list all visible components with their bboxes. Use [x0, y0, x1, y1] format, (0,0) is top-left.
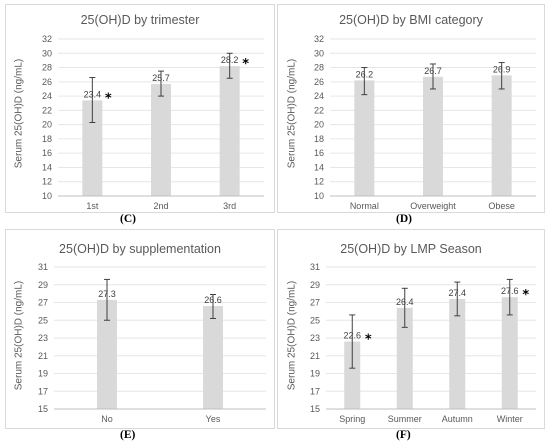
data-label: 26.6 [204, 295, 222, 305]
bar [491, 75, 512, 196]
y-tick-label: 30 [42, 48, 52, 58]
bar [501, 297, 518, 409]
panel-label: (C) [120, 213, 136, 225]
x-category-label: Overweight [410, 201, 456, 211]
chart-title: 25(OH)D by BMI category [339, 13, 483, 27]
significance-star: * [105, 91, 112, 106]
y-tick-label: 10 [42, 191, 52, 201]
y-tick-label: 12 [314, 177, 324, 187]
bar [354, 80, 375, 196]
panel-label: (E) [120, 429, 136, 441]
bar-chart-bmi: 10 12 14 16 18 20 22 24 26 28 30 32 26.2 Normal 26.7 Ov… [314, 34, 536, 211]
x-category-label: Yes [206, 414, 221, 424]
chart-panel-trimester: 25(OH)D by trimester Serum 25(OH)D (ng/m… [5, 4, 275, 213]
data-label: 22.6 [343, 331, 361, 341]
y-tick-label: 14 [42, 162, 52, 172]
y-tick-label: 21 [38, 351, 48, 361]
data-label: 26.7 [424, 66, 442, 76]
y-tick-label: 26 [42, 77, 52, 87]
y-tick-label: 25 [310, 315, 320, 325]
y-tick-label: 25 [38, 315, 48, 325]
y-tick-label: 24 [42, 91, 52, 101]
y-tick-label: 28 [42, 63, 52, 73]
chart-title: 25(OH)D by LMP Season [340, 242, 482, 256]
chart-panel-bmi: 25(OH)D by BMI category Serum 25(OH)D (n… [277, 4, 545, 213]
bar [219, 66, 240, 196]
bar-chart-lmp-season: 15 17 19 21 23 25 27 29 31 22.6 * Spring 26.4 Summer 2… [310, 262, 536, 424]
y-tick-label: 29 [310, 280, 320, 290]
chart-title: 25(OH)D by supplementation [59, 242, 221, 256]
chart-title: 25(OH)D by trimester [80, 13, 200, 27]
y-tick-label: 24 [314, 91, 324, 101]
bar [151, 83, 171, 196]
y-tick-label: 32 [314, 34, 324, 44]
y-tick-label: 23 [38, 333, 48, 343]
x-category-label: No [101, 414, 113, 424]
x-category-label: 3rd [223, 201, 236, 211]
bar [344, 341, 361, 409]
data-label: 23.4 [84, 89, 102, 99]
y-tick-label: 10 [314, 191, 324, 201]
y-tick-label: 15 [310, 404, 320, 414]
y-tick-label: 31 [310, 262, 320, 272]
significance-star: * [242, 57, 249, 72]
data-label: 27.6 [501, 286, 519, 296]
x-category-label: 2nd [153, 201, 168, 211]
y-tick-label: 12 [42, 177, 52, 187]
y-tick-label: 20 [42, 120, 52, 130]
y-tick-label: 27 [310, 298, 320, 308]
y-tick-label: 15 [38, 404, 48, 414]
x-category-label: Spring [339, 414, 365, 424]
y-tick-label: 21 [310, 351, 320, 361]
x-category-label: Autumn [442, 414, 473, 424]
bar [449, 298, 466, 409]
significance-star: * [365, 333, 372, 348]
bar [396, 307, 413, 409]
bar [97, 299, 117, 409]
bar [423, 76, 443, 196]
y-tick-label: 20 [314, 120, 324, 130]
y-tick-label: 19 [38, 369, 48, 379]
panel-label: (F) [396, 429, 411, 441]
y-tick-label: 22 [314, 105, 324, 115]
y-tick-label: 28 [314, 63, 324, 73]
y-tick-label: 27 [38, 298, 48, 308]
data-label: 26.4 [396, 297, 414, 307]
y-tick-label: 22 [42, 105, 52, 115]
chart-panel-supplementation: 25(OH)D by supplementation Serum 25(OH)D… [5, 229, 275, 429]
data-label: 27.3 [98, 289, 116, 299]
y-tick-label: 16 [42, 148, 52, 158]
y-tick-label: 29 [38, 280, 48, 290]
y-tick-label: 18 [42, 134, 52, 144]
data-label: 28.2 [221, 55, 239, 65]
chart-panel-lmp-season: 25(OH)D by LMP Season Serum 25(OH)D (ng/… [277, 229, 545, 429]
y-tick-label: 16 [314, 148, 324, 158]
y-tick-label: 26 [314, 77, 324, 87]
significance-star: * [522, 288, 529, 303]
bar [82, 100, 103, 196]
data-label: 26.9 [493, 64, 511, 74]
x-category-label: Summer [388, 414, 422, 424]
y-tick-label: 14 [314, 162, 324, 172]
x-category-label: Winter [497, 414, 523, 424]
data-label: 27.4 [448, 288, 466, 298]
y-tick-label: 18 [314, 134, 324, 144]
y-tick-label: 17 [38, 386, 48, 396]
panel-label: (D) [396, 213, 412, 225]
y-tick-label: 19 [310, 369, 320, 379]
x-category-label: Normal [350, 201, 379, 211]
x-category-label: Obese [488, 201, 515, 211]
y-tick-label: 32 [42, 34, 52, 44]
data-label: 25.7 [152, 73, 170, 83]
bar-chart-supplementation: 15 17 19 21 23 25 27 29 31 27.3 No 26.6 Yes [38, 262, 266, 424]
y-tick-label: 30 [314, 48, 324, 58]
y-tick-label: 17 [310, 386, 320, 396]
y-tick-label: 31 [38, 262, 48, 272]
x-category-label: 1st [86, 201, 99, 211]
y-tick-label: 23 [310, 333, 320, 343]
data-label: 26.2 [356, 69, 374, 79]
bar [203, 306, 223, 409]
